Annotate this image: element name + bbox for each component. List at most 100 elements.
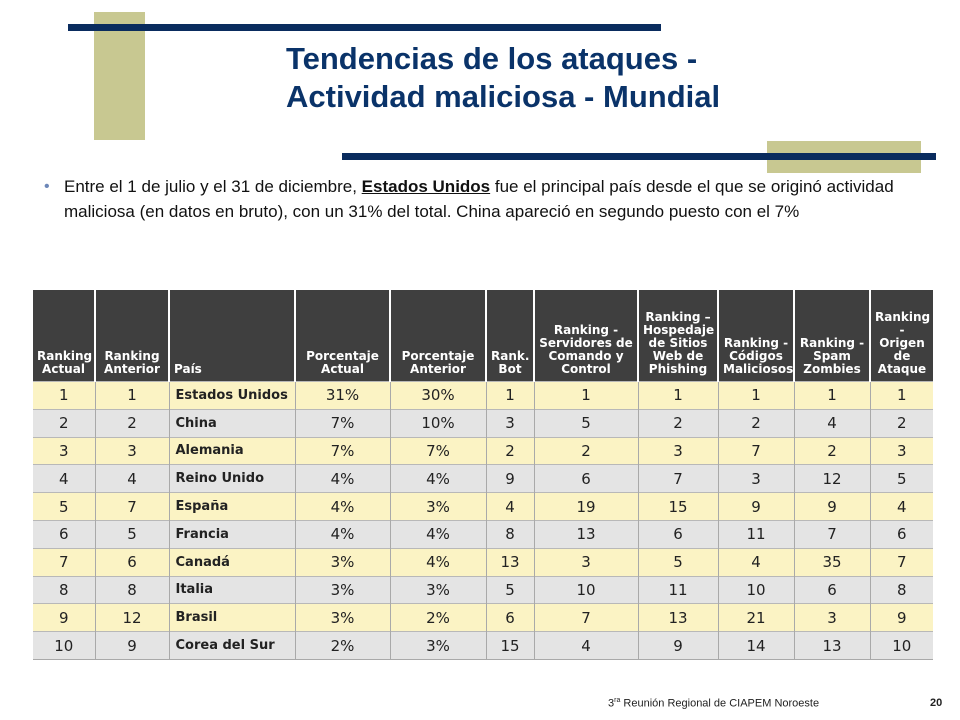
table-row: 8 8 Italia 3% 3% 5 10 11 10 6 8: [33, 575, 933, 604]
footer-sup: ra: [614, 697, 621, 704]
bullet-text: Entre el 1 de julio y el 31 de diciembre…: [64, 174, 894, 224]
table-cell: 9: [717, 492, 794, 521]
table-cell: 13: [637, 603, 718, 632]
bullet-dot-icon: •: [44, 178, 50, 195]
table-cell: 3%: [294, 547, 390, 577]
table-cell: 5: [33, 492, 95, 521]
column-header: País: [168, 290, 295, 382]
table-cell: 7: [533, 603, 638, 632]
country-cell: Francia: [168, 519, 295, 549]
table-cell: 1: [793, 381, 870, 410]
country-cell: Brasil: [168, 603, 295, 632]
table-body: 1 1 Estados Unidos 31% 30% 1 1 1 1 1 1 2 2 China 7% 10%…: [33, 381, 933, 660]
bullet-highlight: Estados Unidos: [361, 177, 491, 196]
table-cell: 3%: [389, 631, 486, 660]
table-cell: 2%: [294, 631, 390, 660]
table-cell: 3%: [389, 492, 486, 521]
table-cell: 3: [717, 464, 794, 493]
table-cell: 2%: [389, 603, 486, 632]
table-cell: 4: [485, 492, 534, 521]
table-cell: 6: [485, 603, 534, 632]
table-cell: 8: [869, 575, 933, 604]
column-header: Rank. Bot: [485, 290, 534, 382]
column-header: Porcentaje Anterior: [389, 290, 486, 382]
table-cell: 5: [869, 464, 933, 493]
column-header: Ranking - Códigos Maliciosos: [717, 290, 794, 382]
table-cell: 13: [485, 547, 534, 577]
table-cell: 3: [485, 408, 534, 438]
table-cell: 9: [793, 492, 870, 521]
table-row: 6 5 Francia 4% 4% 8 13 6 11 7 6: [33, 519, 933, 549]
table-cell: 10: [33, 631, 95, 660]
table-cell: 30%: [389, 381, 486, 410]
table-cell: 12: [793, 464, 870, 493]
table-cell: 13: [793, 631, 870, 660]
table-cell: 10: [869, 631, 933, 660]
ranking-table: Ranking Actual Ranking Anterior País Porcen…: [33, 290, 933, 660]
table-cell: 8: [33, 575, 95, 604]
table-cell: 6: [533, 464, 638, 493]
table-cell: 7: [94, 492, 169, 521]
table-cell: 2: [869, 408, 933, 438]
table-cell: 4: [533, 631, 638, 660]
table-cell: 2: [793, 436, 870, 465]
table-cell: 7%: [389, 436, 486, 465]
table-cell: 4: [94, 464, 169, 493]
table-cell: 7: [793, 519, 870, 549]
country-cell: Corea del Sur: [168, 631, 295, 660]
column-header: Ranking Actual: [33, 290, 95, 382]
table-cell: 3: [637, 436, 718, 465]
table-cell: 3: [33, 436, 95, 465]
slide-title-line1: Tendencias de los ataques -: [286, 41, 698, 76]
column-header: Ranking - Spam Zombies: [793, 290, 870, 382]
table-cell: 2: [637, 408, 718, 438]
table-cell: 3: [94, 436, 169, 465]
table-cell: 8: [485, 519, 534, 549]
footer-text: 3ra Reunión Regional de CIAPEM Noroeste: [608, 697, 819, 710]
table-cell: 7: [637, 464, 718, 493]
table-cell: 15: [637, 492, 718, 521]
table-cell: 19: [533, 492, 638, 521]
table-cell: 6: [94, 547, 169, 577]
table-cell: 5: [94, 519, 169, 549]
table-cell: 1: [485, 381, 534, 410]
country-cell: Italia: [168, 575, 295, 604]
table-cell: 9: [94, 631, 169, 660]
table-cell: 6: [33, 519, 95, 549]
table-cell: 2: [533, 436, 638, 465]
table-cell: 4: [717, 547, 794, 577]
column-header: Ranking Anterior: [94, 290, 169, 382]
table-cell: 4%: [294, 464, 390, 493]
bullet-text-after: fue el principal país desde el que se or…: [64, 177, 894, 221]
table-cell: 8: [94, 575, 169, 604]
country-cell: Reino Unido: [168, 464, 295, 493]
table-cell: 7%: [294, 436, 390, 465]
table-cell: 15: [485, 631, 534, 660]
table-cell: 10%: [389, 408, 486, 438]
country-cell: Canadá: [168, 547, 295, 577]
table-cell: 7: [869, 547, 933, 577]
table-cell: 6: [793, 575, 870, 604]
table-cell: 1: [717, 381, 794, 410]
table-cell: 1: [869, 381, 933, 410]
table-cell: 11: [637, 575, 718, 604]
column-header: Ranking – Hospedaje de Sitios Web de Phi…: [637, 290, 718, 382]
table-cell: 3%: [389, 575, 486, 604]
table-cell: 9: [637, 631, 718, 660]
table-cell: 31%: [294, 381, 390, 410]
table-cell: 4%: [294, 519, 390, 549]
column-header: Ranking - Servidores de Comando y Contro…: [533, 290, 638, 382]
table-cell: 4%: [389, 547, 486, 577]
table-cell: 3: [793, 603, 870, 632]
table-cell: 11: [717, 519, 794, 549]
table-row: 2 2 China 7% 10% 3 5 2 2 4 2: [33, 408, 933, 438]
table-row: 5 7 España 4% 3% 4 19 15 9 9 4: [33, 492, 933, 521]
table-cell: 13: [533, 519, 638, 549]
table-cell: 4: [33, 464, 95, 493]
bullet-text-before: Entre el 1 de julio y el 31 de diciembre…: [64, 177, 362, 196]
table-cell: 3: [533, 547, 638, 577]
table-row: 10 9 Corea del Sur 2% 3% 15 4 9 14 13 10: [33, 631, 933, 660]
table-cell: 2: [94, 408, 169, 438]
table-cell: 4%: [389, 464, 486, 493]
page-number: 20: [930, 697, 943, 709]
